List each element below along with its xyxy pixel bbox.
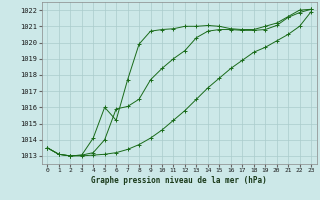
X-axis label: Graphe pression niveau de la mer (hPa): Graphe pression niveau de la mer (hPa) [91,176,267,185]
